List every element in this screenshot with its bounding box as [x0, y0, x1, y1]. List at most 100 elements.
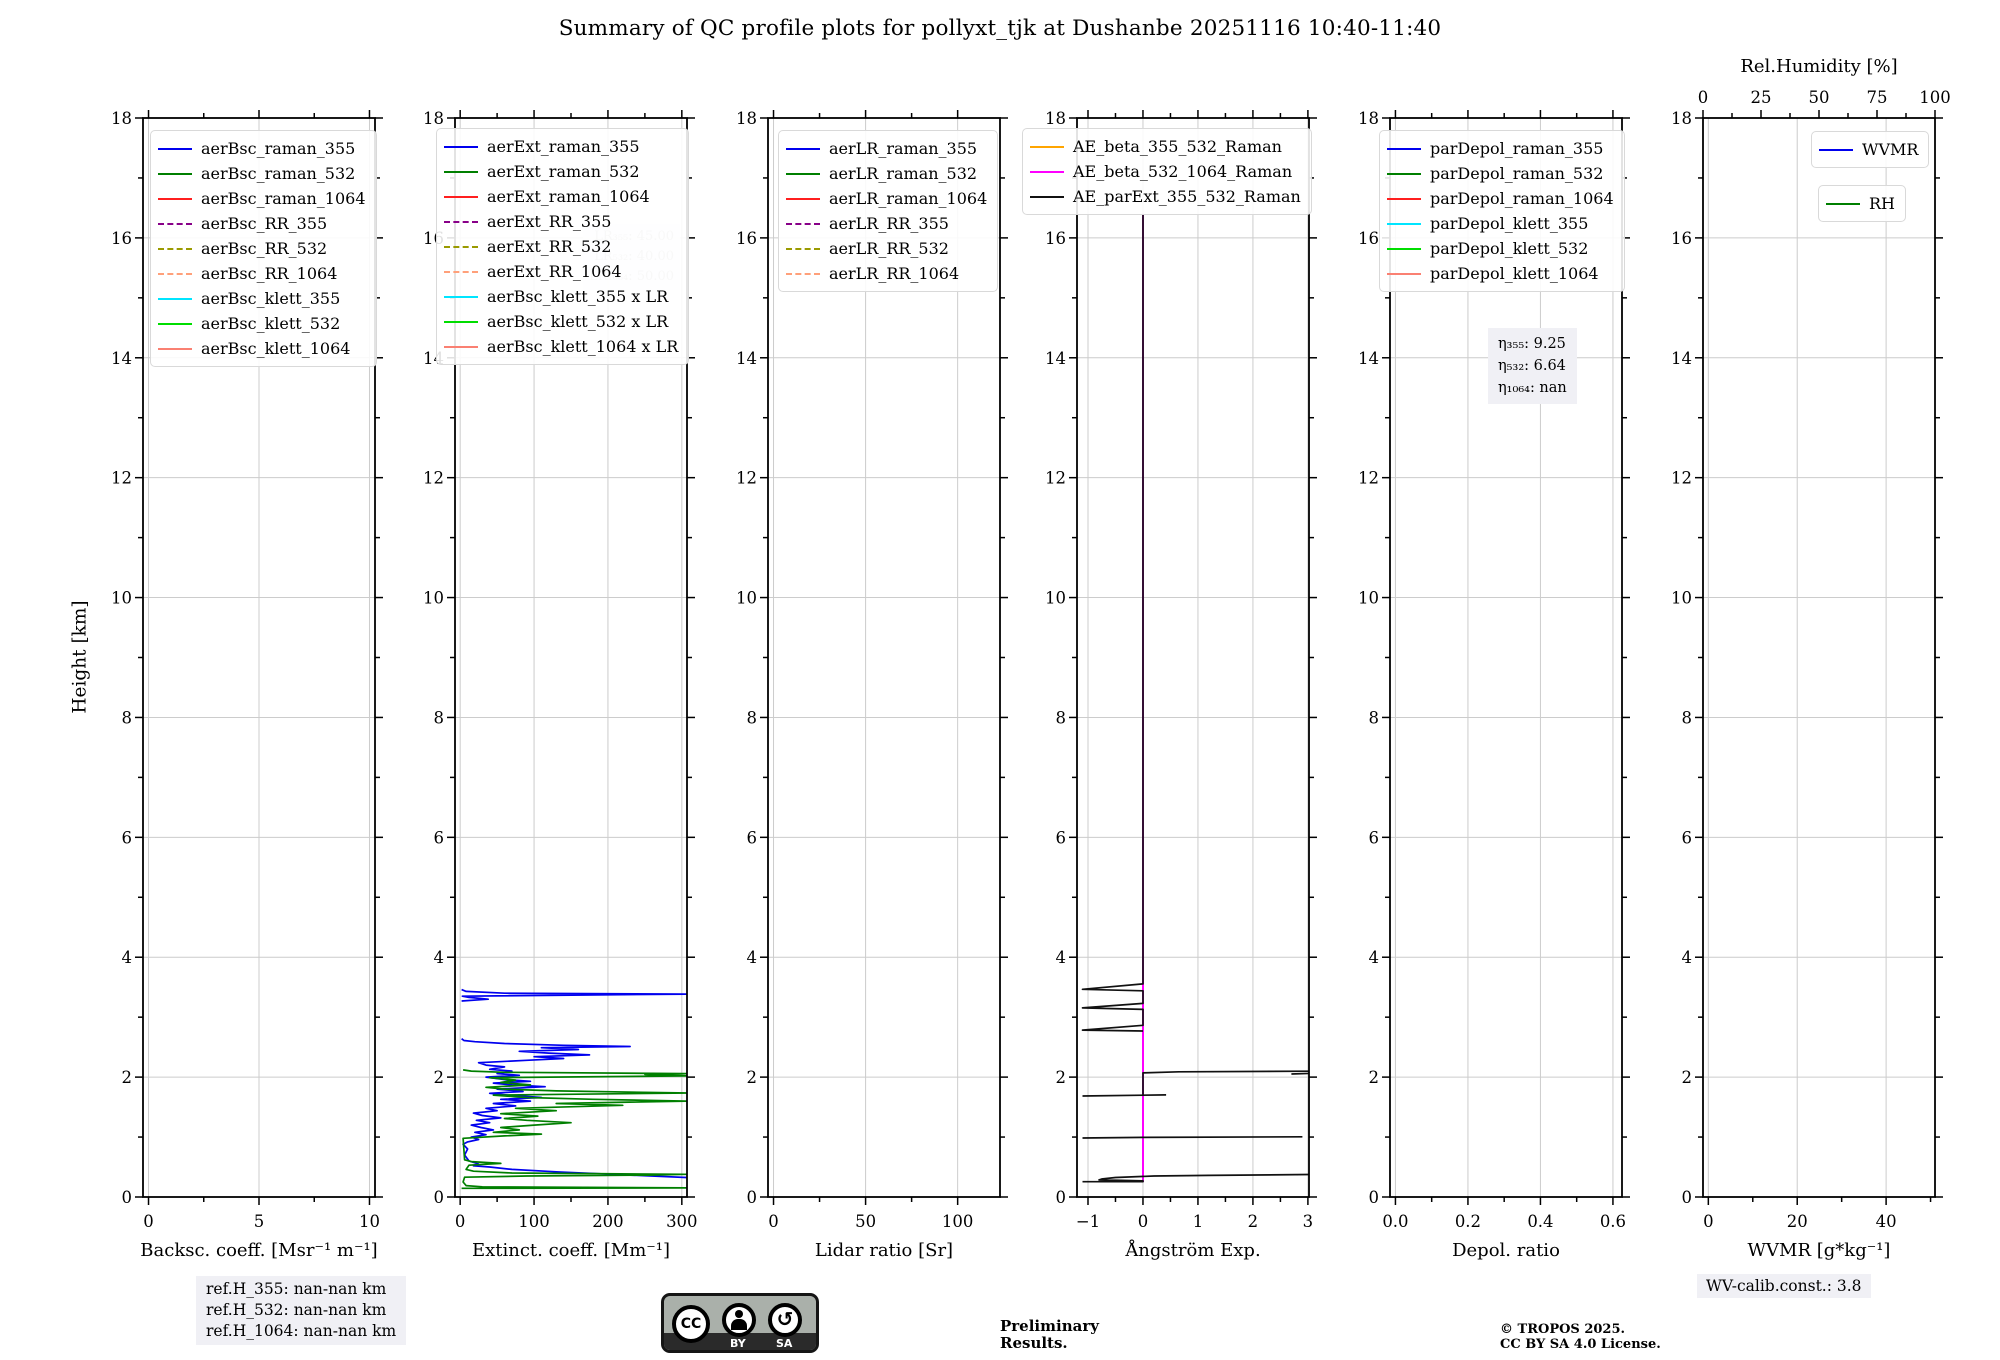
legend-item: aerLR_raman_1064	[786, 186, 987, 211]
legend-label: AE_parExt_355_532_Raman	[1073, 187, 1301, 206]
legend-line-sample	[1387, 147, 1421, 150]
legend-item: parDepol_raman_355	[1387, 136, 1614, 161]
legend-line-sample	[786, 197, 820, 200]
svg-text:0: 0	[143, 1212, 154, 1231]
legend-item: aerBsc_klett_532	[158, 311, 366, 336]
svg-text:6: 6	[747, 828, 758, 847]
legend-label: AE_beta_355_532_Raman	[1073, 137, 1282, 156]
legend-line-sample	[444, 220, 478, 223]
legend-item: parDepol_raman_1064	[1387, 186, 1614, 211]
legend-label: aerBsc_klett_1064	[201, 339, 351, 358]
svg-text:40: 40	[1876, 1212, 1897, 1231]
legend-label: parDepol_klett_355	[1430, 214, 1589, 233]
svg-text:18: 18	[1671, 109, 1692, 128]
svg-text:10: 10	[423, 589, 444, 608]
legend-label: aerBsc_raman_532	[201, 164, 356, 183]
svg-text:2: 2	[1682, 1068, 1693, 1087]
svg-text:Lidar ratio [Sr]: Lidar ratio [Sr]	[815, 1240, 953, 1261]
svg-text:4: 4	[747, 948, 758, 967]
legend-item: parDepol_klett_355	[1387, 211, 1614, 236]
legend-label: aerBsc_raman_355	[201, 139, 356, 158]
legend-item: aerLR_RR_1064	[786, 261, 987, 286]
legend-label: WVMR	[1862, 140, 1919, 159]
legend-label: aerLR_RR_532	[829, 239, 949, 258]
legend-line-sample	[1387, 222, 1421, 225]
svg-text:2: 2	[1248, 1212, 1259, 1231]
legend-line-sample	[444, 320, 478, 323]
legend-label: aerBsc_RR_355	[201, 214, 328, 233]
legend-label: aerLR_raman_1064	[829, 189, 988, 208]
wv-calibration-note: WV-calib.const.: 3.8	[1697, 1274, 1871, 1298]
legend-item: aerExt_RR_1064	[444, 259, 678, 284]
series-AE_parExt_355_532_Raman	[1082, 1173, 1309, 1183]
svg-text:2: 2	[1369, 1068, 1380, 1087]
legend-label: AE_beta_532_1064_Raman	[1073, 162, 1293, 181]
legend-item: aerBsc_RR_532	[158, 236, 366, 261]
legend-item: aerBsc_klett_355 x LR	[444, 284, 678, 309]
legend-line-sample	[786, 222, 820, 225]
svg-text:18: 18	[1358, 109, 1379, 128]
legend-label: aerExt_RR_355	[487, 212, 612, 231]
svg-text:4: 4	[1056, 948, 1067, 967]
tropos-copyright: © TROPOS 2025. CC BY SA 4.0 License.	[1500, 1322, 1661, 1352]
legend-item: aerExt_RR_355	[444, 209, 678, 234]
legend-line-sample	[444, 195, 478, 198]
legend-line-sample	[158, 172, 192, 175]
legend-item: aerBsc_klett_532 x LR	[444, 309, 678, 334]
legend-label: RH	[1869, 194, 1895, 213]
svg-text:0: 0	[1138, 1212, 1149, 1231]
svg-text:0: 0	[768, 1212, 779, 1231]
legend-angstrom: AE_beta_355_532_Raman AE_beta_532_1064_Ra…	[1022, 128, 1312, 215]
svg-text:14: 14	[111, 349, 132, 368]
svg-text:16: 16	[736, 229, 757, 248]
svg-text:12: 12	[1045, 469, 1066, 488]
legend-line-sample	[444, 170, 478, 173]
legend-line-sample	[158, 197, 192, 200]
svg-text:6: 6	[1369, 828, 1380, 847]
svg-text:4: 4	[434, 948, 445, 967]
svg-text:2: 2	[434, 1068, 445, 1087]
svg-text:50: 50	[1809, 88, 1830, 107]
legend-item: RH	[1826, 191, 1895, 216]
svg-text:50: 50	[855, 1212, 876, 1231]
panel-depol: 0.0 0.2 0.4 0.6 0 2 4 6 8 10 12 14 16 18 Depol. ratio	[1358, 109, 1630, 1261]
svg-text:12: 12	[736, 469, 757, 488]
svg-text:14: 14	[1045, 349, 1066, 368]
legend-label: aerLR_RR_355	[829, 214, 949, 233]
svg-text:16: 16	[1045, 229, 1066, 248]
svg-text:1: 1	[1193, 1212, 1204, 1231]
legend-line-sample	[786, 272, 820, 275]
panel-lidar_ratio: 0 50 100 0 2 4 6 8 10 12 14 16 18 Lidar ratio [Sr]	[736, 109, 1008, 1261]
sharealike-icon: ↺	[768, 1303, 802, 1337]
svg-text:12: 12	[423, 469, 444, 488]
svg-text:10: 10	[1671, 589, 1692, 608]
svg-text:18: 18	[736, 109, 757, 128]
legend-item: AE_parExt_355_532_Raman	[1030, 184, 1301, 209]
legend-line-sample	[444, 345, 478, 348]
legend-label: aerBsc_klett_355 x LR	[487, 287, 669, 306]
legend-item: aerExt_raman_532	[444, 159, 678, 184]
svg-text:0: 0	[455, 1212, 466, 1231]
panel-wvmr: 0 20 40 0 2 4 6 8 10 12 14 16 18 WVMR [g*kg⁻¹] 0 25 50 75…	[1671, 56, 1951, 1261]
svg-text:8: 8	[122, 708, 133, 727]
legend-label: aerExt_raman_532	[487, 162, 640, 181]
legend-label: parDepol_raman_532	[1430, 164, 1604, 183]
svg-text:10: 10	[111, 589, 132, 608]
series-AE_parExt_355_532_Raman	[1082, 1135, 1303, 1139]
legend-line-sample	[1387, 197, 1421, 200]
svg-text:100: 100	[518, 1212, 550, 1231]
svg-text:0: 0	[1056, 1188, 1067, 1207]
svg-text:18: 18	[423, 109, 444, 128]
preliminary-results-note: Preliminary Results.	[1000, 1317, 1099, 1352]
figure-title: Summary of QC profile plots for pollyxt_…	[558, 16, 1442, 41]
cc-icon: CC	[672, 1305, 710, 1343]
svg-text:8: 8	[1682, 708, 1693, 727]
legend-item: aerExt_raman_1064	[444, 184, 678, 209]
legend-label: aerBsc_klett_1064 x LR	[487, 337, 679, 356]
legend-line-sample	[158, 247, 192, 250]
legend-label: aerExt_RR_1064	[487, 262, 622, 281]
legend-item: aerBsc_raman_1064	[158, 186, 366, 211]
svg-text:0: 0	[122, 1188, 133, 1207]
svg-text:Extinct. coeff. [Mm⁻¹]: Extinct. coeff. [Mm⁻¹]	[472, 1240, 670, 1261]
legend-line-sample	[158, 347, 192, 350]
